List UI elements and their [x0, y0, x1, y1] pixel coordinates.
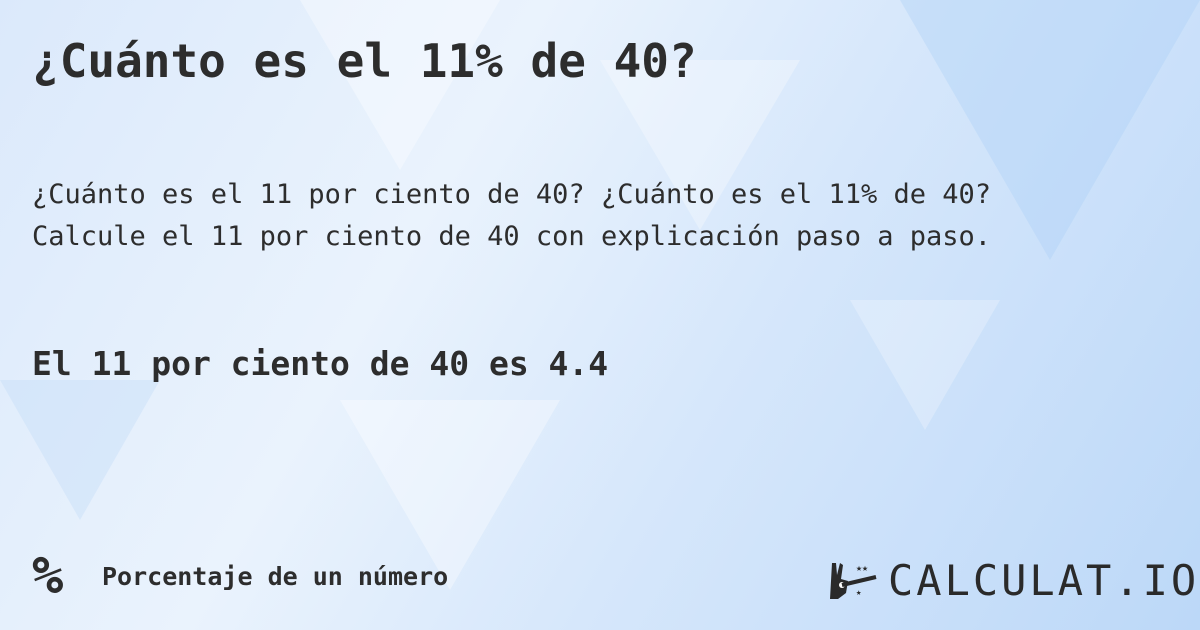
- svg-text:★★: ★★: [856, 563, 868, 574]
- calculat-io-logo: ★★ ★ CALCULAT.IO: [828, 556, 1199, 605]
- category-label: Porcentaje de un número: [102, 561, 449, 591]
- percent-icon: %: [32, 546, 64, 606]
- svg-text:★: ★: [856, 588, 862, 598]
- description-line: Calcule el 11 por ciento de 40 con expli…: [32, 221, 992, 252]
- description: ¿Cuánto es el 11 por ciento de 40? ¿Cuán…: [32, 174, 991, 258]
- logo-text: CALCULAT.IO: [888, 556, 1200, 605]
- page-title: ¿Cuánto es el 11% de 40?: [32, 34, 697, 88]
- category: % Porcentaje de un número: [32, 548, 448, 604]
- result-text: El 11 por ciento de 40 es 4.4: [32, 344, 609, 383]
- magic-wand-hand-icon: ★★ ★: [830, 562, 877, 599]
- description-line: ¿Cuánto es el 11 por ciento de 40? ¿Cuán…: [32, 179, 992, 210]
